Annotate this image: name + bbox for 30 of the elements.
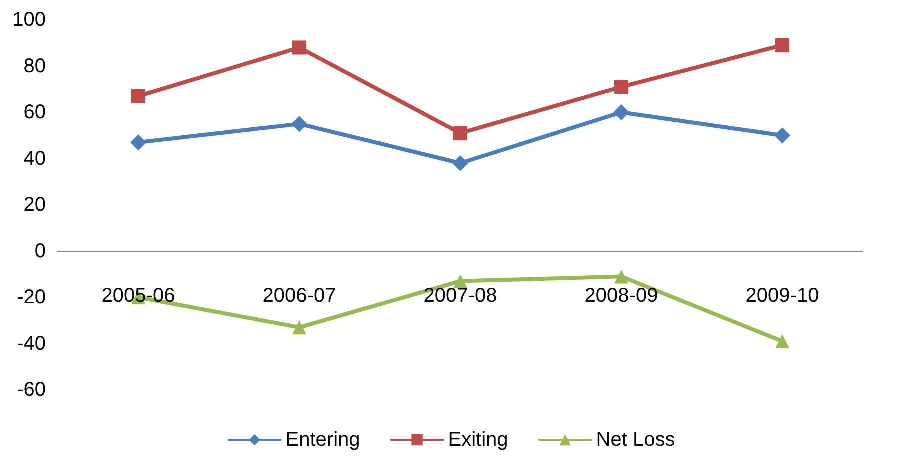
point [292, 320, 306, 335]
point [774, 128, 790, 144]
legend-label: Exiting [448, 429, 508, 451]
x-tick-label: 2006-07 [262, 285, 336, 307]
legend-label: Entering [286, 429, 360, 451]
legend-label: Net Loss [596, 429, 676, 451]
y-tick-label: 100 [12, 9, 46, 31]
point [776, 38, 790, 52]
y-tick-label: 0 [34, 240, 46, 262]
point [130, 134, 146, 151]
y-tick-label: 80 [24, 55, 46, 78]
y-tick-label: -20 [17, 286, 46, 308]
x-tick-label: 2009-10 [746, 285, 820, 307]
point [614, 104, 630, 120]
y-tick-label: 40 [24, 148, 46, 170]
point [614, 270, 628, 284]
point [776, 334, 790, 348]
point [614, 80, 628, 94]
y-tick-label: 20 [24, 194, 46, 216]
y-tick-label: 60 [24, 102, 46, 124]
point [454, 274, 468, 288]
y-tick-label: -40 [17, 332, 46, 355]
point [292, 116, 308, 132]
point [452, 155, 468, 172]
y-tick-label: -60 [17, 379, 46, 401]
x-tick-label: 2008-09 [584, 285, 658, 307]
x-tick-label: 2007-08 [424, 285, 498, 307]
point [132, 89, 146, 104]
point [454, 126, 468, 140]
point [292, 40, 306, 55]
